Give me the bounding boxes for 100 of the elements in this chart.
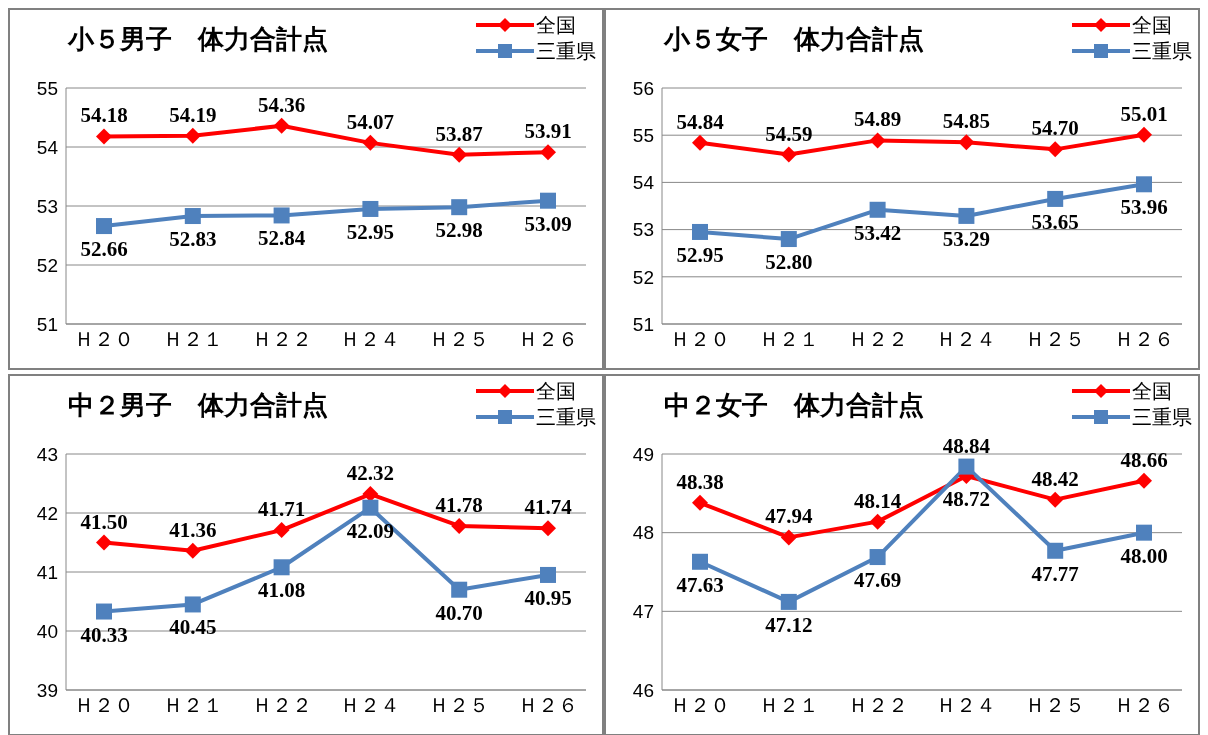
data-label: 47.69	[853, 568, 902, 593]
data-label: 54.19	[169, 102, 217, 127]
point	[1047, 190, 1064, 207]
point	[780, 529, 797, 546]
x-tick-label: Ｈ２５	[429, 328, 490, 351]
point	[692, 223, 708, 240]
data-label: 54.59	[765, 121, 813, 146]
y-tick-label: 39	[36, 679, 58, 701]
y-tick-label: 48	[632, 522, 654, 544]
data-label: 54.84	[676, 109, 725, 134]
point	[96, 534, 112, 551]
data-label: 52.95	[346, 219, 395, 244]
x-tick-label: Ｈ２１	[758, 328, 819, 351]
data-label: 52.95	[676, 242, 724, 267]
y-tick-label: 54	[36, 136, 59, 158]
point	[184, 208, 201, 225]
point	[362, 499, 379, 516]
y-tick-label: 51	[36, 313, 58, 335]
y-tick-label: 41	[36, 561, 58, 583]
legend-label: 三重県	[1132, 405, 1192, 430]
y-tick-label: 42	[36, 502, 58, 524]
x-tick-label: Ｈ２０	[670, 694, 730, 717]
legend-label: 全国	[1132, 379, 1172, 404]
data-label: 41.78	[435, 492, 483, 517]
legend-label: 全国	[1132, 13, 1172, 38]
data-label: 48.38	[676, 469, 724, 494]
data-label: 52.80	[765, 250, 813, 275]
data-label: 52.83	[169, 227, 217, 252]
y-tick-label: 52	[632, 266, 654, 288]
chart-title: 小５男子 体力合計点	[68, 24, 328, 56]
point	[184, 542, 201, 559]
data-label: 41.36	[169, 517, 217, 542]
y-tick-label: 46	[632, 679, 654, 701]
point	[780, 231, 797, 248]
x-tick-label: Ｈ２４	[936, 694, 997, 717]
data-label: 48.66	[1120, 447, 1168, 472]
x-tick-label: Ｈ２４	[340, 328, 401, 351]
y-tick-label: 56	[632, 77, 654, 99]
data-label: 53.29	[942, 226, 991, 251]
data-label: 55.01	[1120, 101, 1168, 126]
data-label: 40.70	[435, 600, 483, 625]
point	[869, 549, 886, 566]
data-label: 40.45	[169, 615, 217, 640]
point	[273, 559, 290, 576]
data-label: 53.42	[853, 220, 902, 245]
chart-title: 中２女子 体力合計点	[664, 390, 924, 422]
y-tick-label: 55	[632, 124, 654, 146]
point	[362, 134, 379, 151]
y-tick-label: 51	[632, 313, 654, 335]
data-label: 47.63	[676, 572, 724, 597]
x-tick-label: Ｈ２２	[251, 694, 312, 717]
point	[540, 520, 556, 537]
data-label: 53.09	[524, 211, 572, 236]
data-label: 53.87	[435, 121, 483, 146]
data-label: 40.95	[524, 585, 572, 610]
y-tick-label: 53	[36, 195, 58, 217]
point	[540, 566, 556, 583]
x-tick-label: Ｈ２６	[1114, 694, 1174, 717]
point	[273, 207, 290, 224]
point	[1047, 542, 1064, 559]
chart-title: 小５女子 体力合計点	[664, 24, 924, 56]
point	[540, 144, 556, 161]
data-label: 48.84	[942, 433, 991, 458]
point	[1136, 524, 1152, 541]
point	[451, 517, 468, 534]
legend-label: 全国	[536, 13, 576, 38]
data-label: 54.07	[346, 109, 395, 134]
data-label: 48.72	[942, 487, 991, 512]
chart-title: 中２男子 体力合計点	[68, 390, 328, 422]
point	[451, 199, 468, 216]
x-tick-label: Ｈ２６	[518, 328, 578, 351]
x-tick-label: Ｈ２６	[518, 694, 578, 717]
data-label: 52.98	[435, 218, 483, 243]
point	[869, 513, 886, 530]
data-label: 48.42	[1031, 466, 1079, 491]
x-tick-label: Ｈ２５	[1025, 328, 1086, 351]
point	[362, 200, 379, 217]
y-tick-label: 47	[632, 601, 654, 623]
data-label: 47.94	[765, 504, 813, 529]
x-tick-label: Ｈ２５	[429, 694, 490, 717]
legend-label: 三重県	[1132, 39, 1192, 64]
point	[451, 146, 468, 163]
data-label: 53.91	[524, 119, 572, 144]
point	[1047, 491, 1064, 508]
data-label: 47.77	[1031, 561, 1079, 586]
data-label: 52.66	[80, 237, 128, 262]
point	[869, 132, 886, 149]
x-tick-label: Ｈ２２	[251, 328, 312, 351]
point	[184, 127, 201, 144]
point	[273, 522, 290, 539]
point	[96, 218, 112, 235]
point	[540, 192, 556, 209]
point	[1136, 472, 1152, 489]
point	[273, 117, 290, 134]
y-tick-label: 55	[36, 77, 58, 99]
data-label: 54.89	[853, 107, 902, 132]
x-tick-label: Ｈ２２	[847, 328, 908, 351]
y-tick-label: 43	[36, 443, 58, 465]
x-tick-label: Ｈ２０	[74, 694, 134, 717]
y-tick-label: 52	[36, 254, 58, 276]
